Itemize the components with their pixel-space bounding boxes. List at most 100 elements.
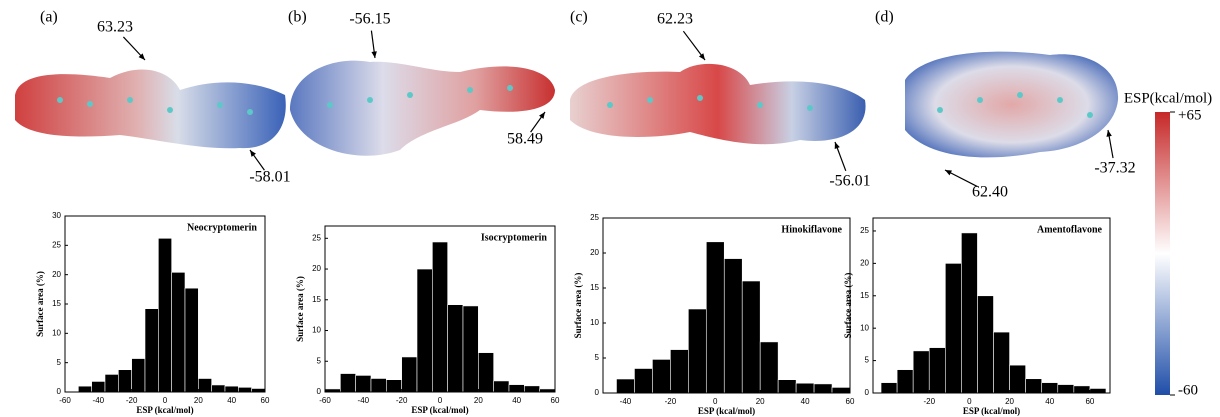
y-tick-label: 0	[57, 387, 62, 396]
y-tick-label: 20	[52, 270, 61, 279]
bar	[741, 280, 761, 394]
bar	[945, 263, 962, 394]
y-tick-label: 5	[317, 356, 322, 365]
bar	[1025, 378, 1043, 394]
bar	[370, 378, 387, 393]
y-tick-label: 5	[595, 353, 600, 362]
chart-title: Isocryptomerin	[481, 232, 548, 243]
bar	[993, 331, 1010, 394]
y-axis-label: Surface area (%)	[843, 273, 853, 339]
x-tick-label: 60	[551, 396, 560, 405]
bar	[912, 350, 930, 394]
molecule-surfaces	[15, 51, 1119, 158]
bar	[144, 308, 159, 393]
y-tick-label: 15	[860, 291, 869, 300]
chart-title: Amentoflavone	[1037, 224, 1103, 235]
esp-annotation: 63.23	[97, 19, 133, 36]
x-tick-label: 20	[474, 396, 483, 405]
bar	[198, 378, 212, 393]
bar	[880, 382, 898, 394]
bar	[634, 368, 653, 394]
bar	[831, 387, 851, 394]
x-tick-label: 0	[163, 396, 168, 405]
y-tick-label: 5	[57, 358, 62, 367]
bar	[416, 268, 433, 393]
x-tick-label: 60	[1085, 397, 1094, 406]
x-tick-label: -60	[319, 396, 331, 405]
x-tick-label: -40	[93, 396, 105, 405]
bar	[961, 232, 978, 394]
bar	[1089, 388, 1107, 394]
y-tick-label: 10	[52, 328, 61, 337]
bar	[652, 359, 671, 394]
bar	[238, 387, 252, 393]
arrow-head	[1106, 130, 1112, 137]
y-tick-label: 25	[590, 213, 599, 222]
bar	[131, 358, 146, 393]
bar	[705, 241, 725, 394]
arrow-head	[371, 51, 377, 58]
y-axis-label: Surface area (%)	[35, 271, 45, 337]
bar	[447, 304, 464, 393]
x-tick-label: 40	[1045, 397, 1054, 406]
x-tick-label: 40	[227, 396, 236, 405]
y-tick-label: 10	[860, 323, 869, 332]
y-tick-label: 30	[52, 211, 61, 220]
esp-annotation: 62.40	[972, 184, 1008, 201]
bar	[211, 384, 226, 393]
esp-annotation: -58.01	[249, 169, 290, 186]
bar	[340, 373, 356, 393]
arrow-head	[945, 170, 952, 176]
chart-title: Hinokiflavone	[781, 224, 842, 235]
bar	[896, 369, 914, 394]
y-tick-label: 15	[312, 295, 321, 304]
esp-surface	[15, 69, 286, 149]
y-tick-label: 25	[312, 233, 321, 242]
esp-annotation: 58.49	[507, 131, 543, 148]
x-tick-label: -20	[396, 396, 408, 405]
panel-label: (b)	[288, 9, 307, 26]
bar	[432, 241, 448, 393]
bar	[118, 369, 132, 393]
y-axis-label: Surface area (%)	[295, 276, 305, 342]
bar	[171, 272, 186, 393]
bar	[688, 308, 707, 394]
esp-surface	[290, 60, 555, 156]
bar	[251, 388, 266, 393]
bar	[1057, 384, 1075, 394]
axes-frame	[602, 217, 851, 394]
y-tick-label: 15	[590, 283, 599, 292]
x-tick-label: -40	[358, 396, 370, 405]
bar	[1009, 364, 1026, 394]
atoms	[57, 85, 1093, 118]
bar	[158, 237, 172, 393]
chart-title: Neocryptomerin	[187, 222, 257, 233]
x-tick-label: 40	[512, 396, 521, 405]
y-tick-label: 15	[52, 299, 61, 308]
y-tick-label: 0	[317, 387, 322, 396]
esp-annotation: -56.15	[349, 11, 390, 28]
x-tick-label: 40	[801, 397, 810, 406]
panel-label: (c)	[570, 9, 588, 26]
colorbar-tick-label: +65	[1178, 107, 1201, 123]
bar	[386, 379, 402, 393]
x-axis-label: ESP (kcal/mol)	[411, 405, 468, 415]
esp-annotation: -56.01	[829, 173, 870, 190]
colorbar	[1155, 112, 1170, 395]
bar	[524, 385, 540, 393]
x-tick-label: 0	[967, 397, 972, 406]
y-tick-label: 10	[590, 318, 599, 327]
x-axis-label: ESP (kcal/mol)	[698, 406, 755, 416]
x-tick-label: -20	[923, 397, 935, 406]
x-tick-label: -20	[665, 397, 677, 406]
arrow-head	[138, 53, 145, 60]
esp-annotation: 62.23	[657, 11, 693, 28]
y-tick-label: 0	[865, 388, 870, 397]
y-tick-label: 5	[865, 356, 870, 365]
x-tick-label: -40	[620, 397, 632, 406]
bar	[928, 347, 946, 394]
x-tick-label: -60	[59, 396, 71, 405]
bar	[462, 305, 479, 393]
arrow-head	[834, 142, 840, 149]
